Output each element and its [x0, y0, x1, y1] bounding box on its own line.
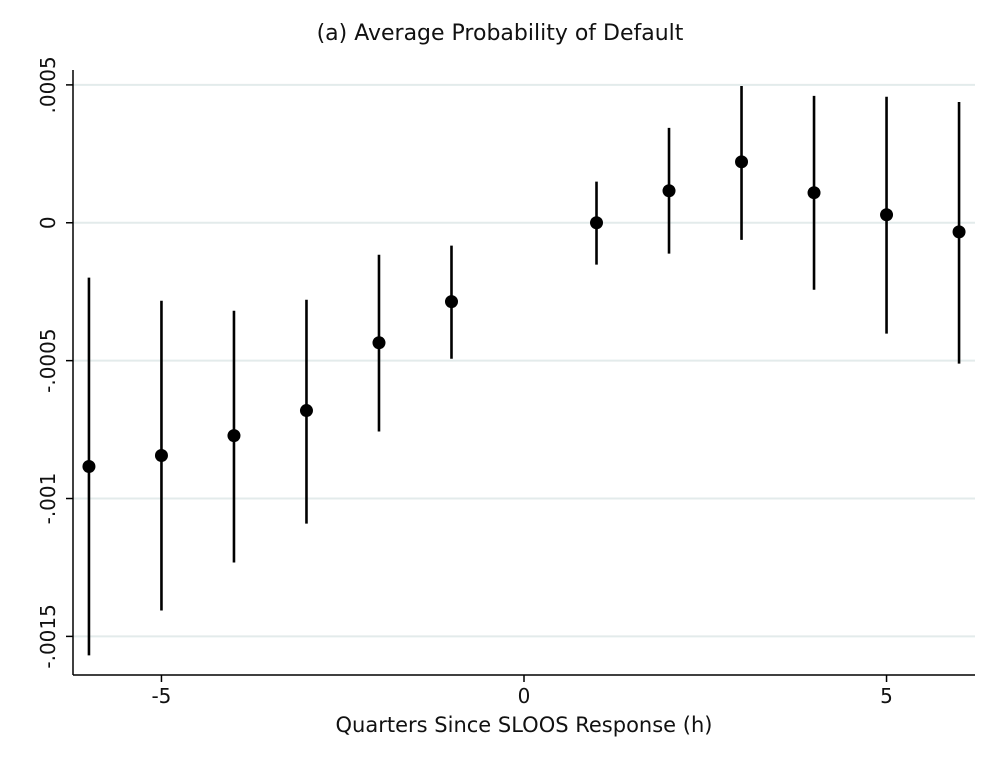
data-point: [880, 208, 894, 222]
data-point: [952, 225, 966, 239]
y-tick-label: 0: [36, 216, 60, 229]
data-point: [444, 295, 458, 309]
y-tick-label: -.0005: [36, 328, 60, 392]
chart-title: (a) Average Probability of Default: [317, 21, 684, 46]
data-point: [227, 429, 241, 443]
x-axis-label: Quarters Since SLOOS Response (h): [336, 713, 713, 737]
y-tick-label: .0005: [36, 56, 60, 113]
gridlines: [73, 83, 975, 638]
data-point: [807, 186, 821, 200]
y-tick-label: -.001: [36, 473, 60, 525]
data-point: [82, 460, 96, 474]
y-tick-label: -.0015: [36, 604, 60, 668]
data-point: [299, 404, 313, 418]
x-tick-label: 0: [518, 684, 531, 708]
data-point: [372, 336, 386, 350]
data-point: [735, 155, 749, 169]
data-point: [662, 184, 676, 198]
data-marks: [82, 85, 966, 656]
data-point: [590, 216, 604, 230]
x-tick-label: -5: [151, 684, 171, 708]
axes: .0005 0 -.0005 -.001 -.0015 -5 0 5: [36, 56, 975, 708]
x-tick-label: 5: [880, 684, 893, 708]
data-point: [154, 449, 168, 463]
